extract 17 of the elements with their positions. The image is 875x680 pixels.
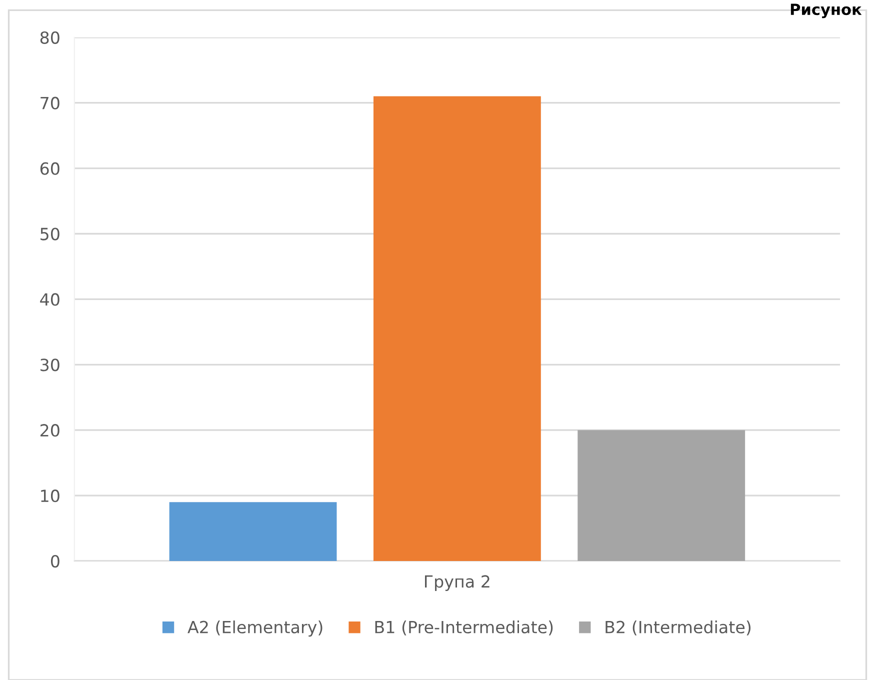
- text: Рисунок: [790, 4, 862, 18]
- y-tick-label: 80: [40, 31, 60, 44]
- bar: [169, 502, 337, 561]
- legend-label: A2 (Elementary): [188, 620, 322, 637]
- bar: [578, 430, 746, 561]
- y-tick-label: 30: [40, 358, 60, 372]
- y-tick-label: 20: [40, 424, 60, 437]
- y-tick-label: 0: [50, 554, 60, 568]
- x-tick-label: Група 2: [425, 575, 490, 592]
- y-tick-label: 50: [40, 228, 60, 240]
- y-tick-label: 40: [40, 293, 60, 306]
- legend-label: B2 (Intermediate): [606, 620, 750, 636]
- bar: [373, 96, 541, 561]
- y-tick-label: 70: [40, 96, 60, 110]
- legend-label: B1 (Pre-Intermediate): [375, 620, 553, 636]
- y-tick-label: 60: [40, 162, 60, 175]
- y-tick-label: 10: [41, 490, 60, 502]
